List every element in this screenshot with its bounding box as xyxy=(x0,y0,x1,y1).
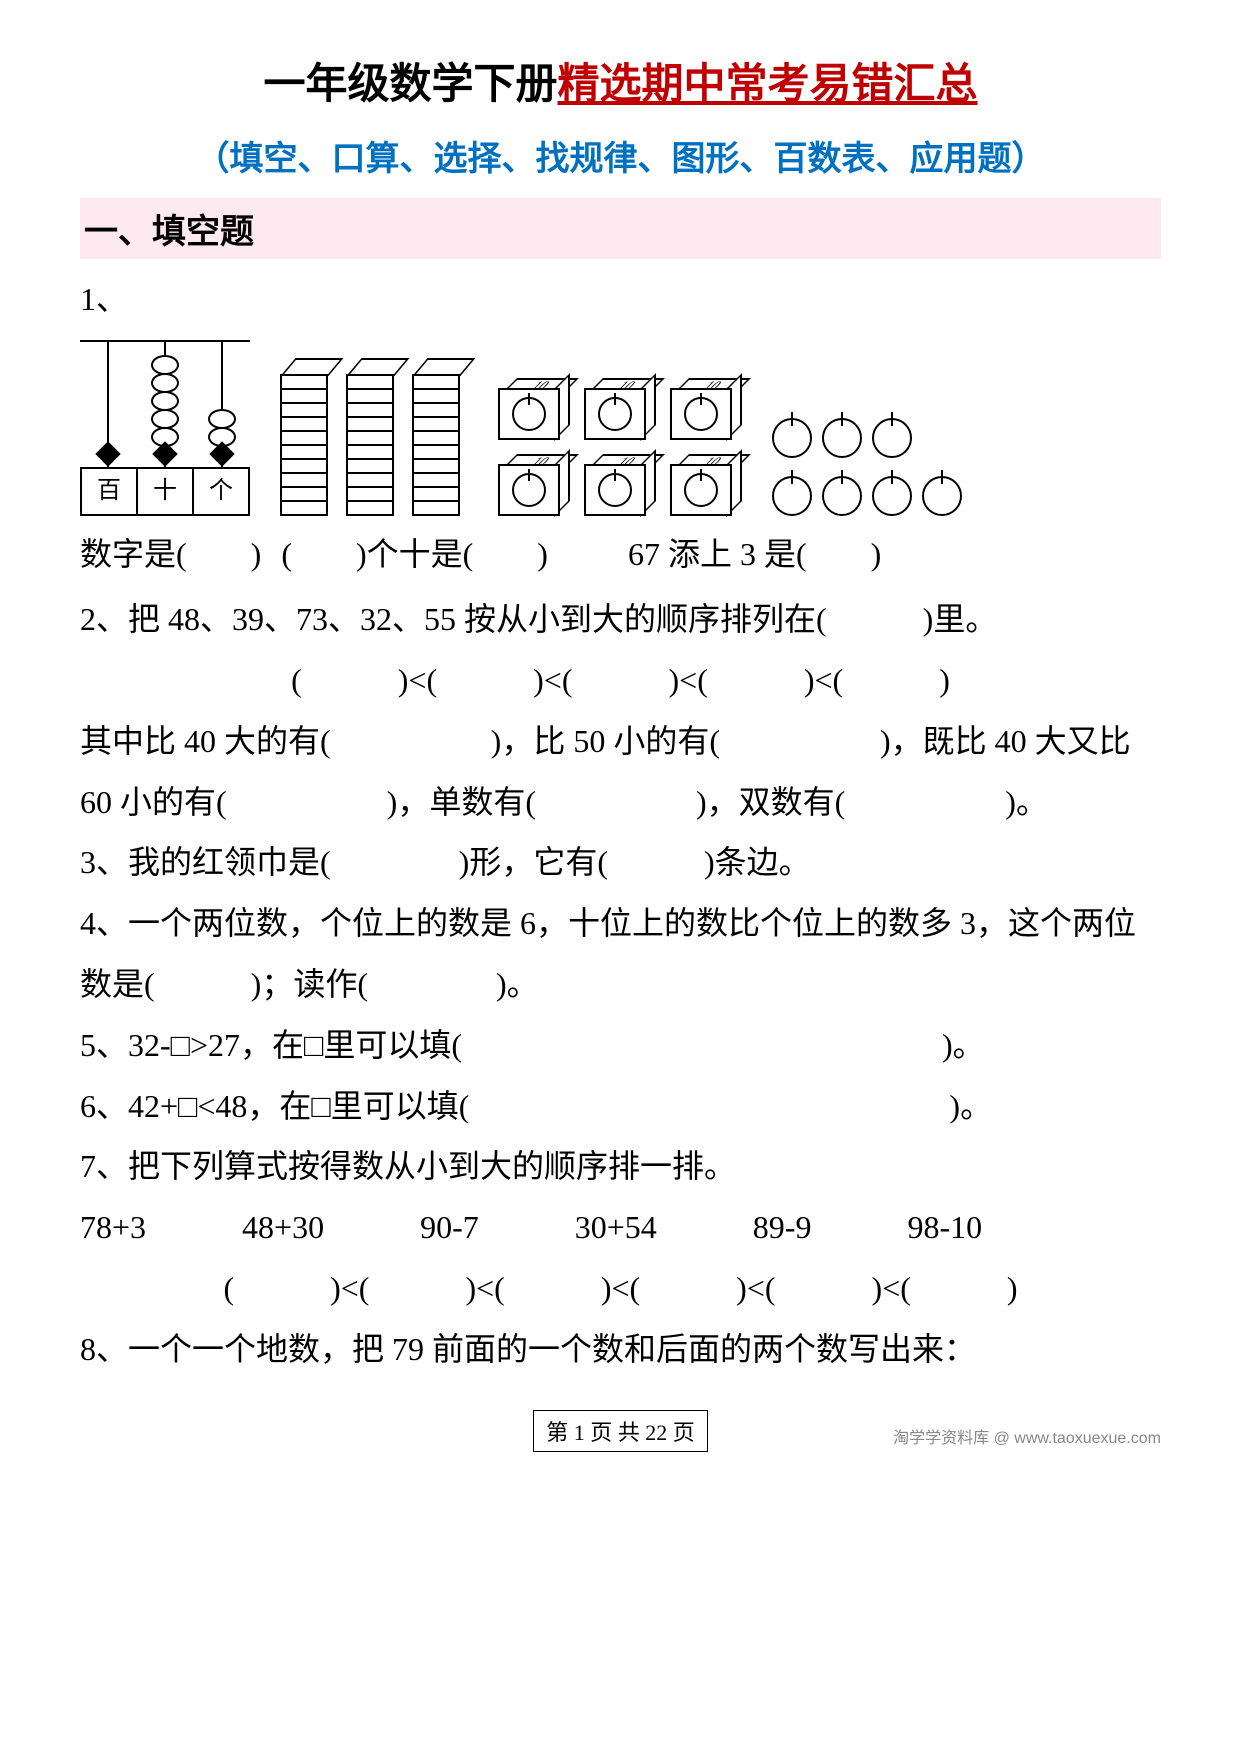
watermark: 淘学学资料库 @ www.taoxuexue.com xyxy=(893,1424,1161,1448)
q2-line2: ( )<( )<( )<( )<( ) xyxy=(80,650,1161,711)
abacus-label-bai: 百 xyxy=(82,469,136,515)
cubes-figure: 10 10 10 10 10 10 xyxy=(498,378,742,516)
subtitle: （填空、口算、选择、找规律、图形、百数表、应用题） xyxy=(80,131,1161,180)
abacus-figure: 百 十 个 xyxy=(80,340,250,517)
abacus-label-ge: 个 xyxy=(192,469,248,515)
question-2: 2、把 48、39、73、32、55 按从小到大的顺序排列在( )里。 ( )<… xyxy=(80,589,1161,832)
q2-line3: 其中比 40 大的有( )，比 50 小的有( )，既比 40 大又比 60 小… xyxy=(80,711,1161,833)
footer: 第 1 页 共 22 页 淘学学资料库 @ www.taoxuexue.com xyxy=(80,1410,1161,1452)
q1-ans2: ( )个十是( ) xyxy=(281,524,548,585)
question-4: 4、一个两位数，个位上的数是 6，十位上的数比个位上的数多 3，这个两位数是( … xyxy=(80,893,1161,1015)
circles-figure xyxy=(772,418,962,516)
abacus-label-shi: 十 xyxy=(136,469,192,515)
q1-ans1: 数字是( ) xyxy=(80,524,261,585)
page-number: 第 1 页 共 22 页 xyxy=(533,1410,708,1452)
q1-ans3: 67 添上 3 是( ) xyxy=(628,524,881,585)
question-6: 6、42+□<48，在□里可以填( )。 xyxy=(80,1076,1161,1137)
q1-figures: 百 十 个 10 10 10 10 10 xyxy=(80,340,1161,517)
question-5: 5、32-□>27，在□里可以填( )。 xyxy=(80,1015,1161,1076)
q7-exprs: 78+3 48+30 90-7 30+54 89-9 98-10 xyxy=(80,1197,1161,1258)
rods-figure xyxy=(280,358,468,516)
q7-blanks: ( )<( )<( )<( )<( )<( ) xyxy=(80,1258,1161,1319)
title-part-black: 一年级数学下册 xyxy=(263,60,557,107)
q2-line1: 2、把 48、39、73、32、55 按从小到大的顺序排列在( )里。 xyxy=(80,589,1161,650)
question-7: 7、把下列算式按得数从小到大的顺序排一排。 78+3 48+30 90-7 30… xyxy=(80,1136,1161,1318)
question-8: 8、一个一个地数，把 79 前面的一个数和后面的两个数写出来： xyxy=(80,1319,1161,1380)
q1-number: 1、 xyxy=(80,281,128,317)
question-3: 3、我的红领巾是( )形，它有( )条边。 xyxy=(80,832,1161,893)
q7-line1: 7、把下列算式按得数从小到大的顺序排一排。 xyxy=(80,1136,1161,1197)
main-title: 一年级数学下册精选期中常考易错汇总 xyxy=(80,50,1161,111)
q1-answer-row: 数字是( ) ( )个十是( ) 67 添上 3 是( ) xyxy=(80,524,1161,585)
worksheet-page: 一年级数学下册精选期中常考易错汇总 （填空、口算、选择、找规律、图形、百数表、应… xyxy=(0,0,1241,1482)
question-1: 1、 百 xyxy=(80,269,1161,585)
section-1-header: 一、填空题 xyxy=(80,198,1161,259)
title-part-red: 精选期中常考易错汇总 xyxy=(558,60,978,107)
